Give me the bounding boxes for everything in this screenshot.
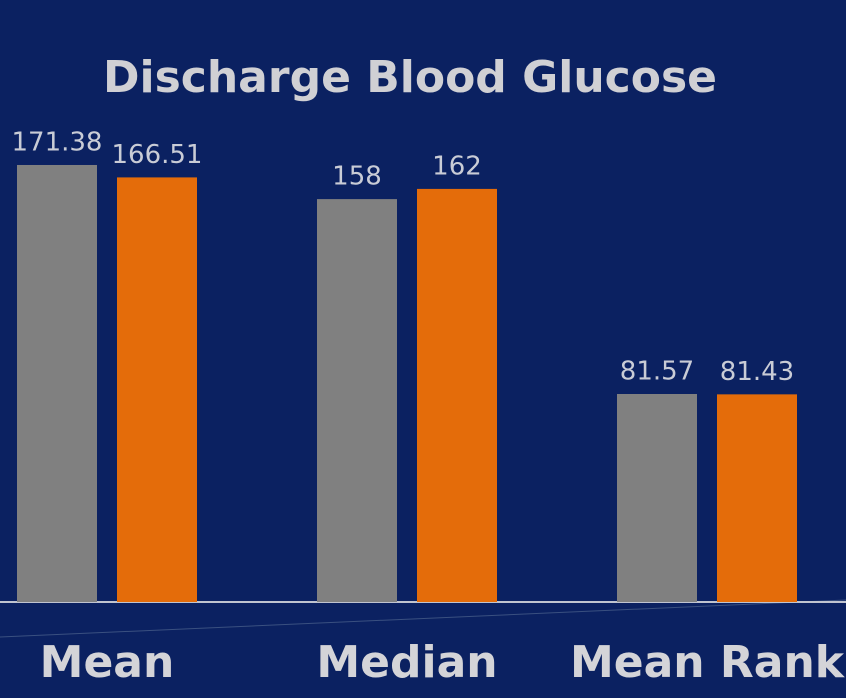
- decor-line: [0, 599, 846, 638]
- value-label: 81.57: [620, 356, 694, 386]
- chart-title: Discharge Blood Glucose: [103, 52, 717, 103]
- x-tick-label: Median: [316, 637, 497, 688]
- value-label: 158: [332, 162, 382, 192]
- x-tick-label: Mean Rank: [570, 637, 846, 688]
- value-label: 171.38: [12, 127, 103, 157]
- x-tick-label: Mean: [40, 637, 175, 688]
- bar: [717, 394, 797, 602]
- bar: [317, 199, 397, 602]
- value-label: 166.51: [112, 140, 203, 170]
- bar: [617, 393, 697, 602]
- bar: [17, 164, 97, 602]
- bar: [117, 177, 197, 602]
- value-label: 162: [432, 151, 482, 181]
- bar: [417, 188, 497, 602]
- value-label: 81.43: [720, 357, 794, 387]
